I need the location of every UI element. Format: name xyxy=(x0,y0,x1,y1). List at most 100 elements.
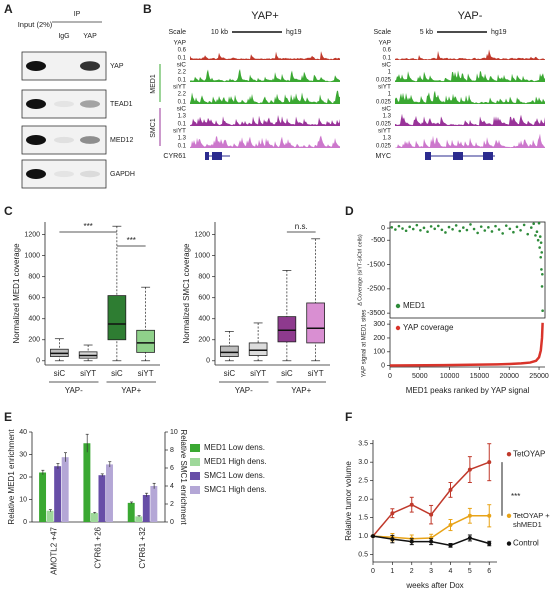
track-min: 0.1 xyxy=(383,56,392,62)
x-tick-label: 6 xyxy=(487,568,491,575)
scatter-point xyxy=(394,228,397,231)
y2-tick-label: 4 xyxy=(170,483,174,490)
blot-row-label: GAPDH xyxy=(110,171,135,178)
panel-letter: A xyxy=(4,2,13,16)
legend-marker xyxy=(506,513,512,518)
scatter-point xyxy=(508,227,512,231)
category-label: siYT xyxy=(138,369,154,378)
track-min: 0.025 xyxy=(376,122,392,128)
panel-letter: E xyxy=(4,410,12,424)
track-min: 0.1 xyxy=(178,78,187,84)
x-tick-label: 0 xyxy=(388,373,392,380)
legend-marker xyxy=(395,303,401,309)
scatter-point xyxy=(487,226,490,229)
y-tick-label: 1.0 xyxy=(358,533,368,540)
panel-letter: C xyxy=(4,204,13,218)
point xyxy=(467,467,472,472)
scatter-point xyxy=(422,226,426,230)
scatter-point xyxy=(539,241,543,244)
scatter-point xyxy=(540,268,543,271)
track-name: YAP xyxy=(173,40,186,47)
y-tick-label: 30 xyxy=(19,451,27,458)
y-tick-label: 0.5 xyxy=(358,551,368,558)
bar xyxy=(39,472,47,522)
bar xyxy=(46,510,54,522)
category-label: siC xyxy=(111,369,123,378)
y-axis-label: Relative MED1 enrichment xyxy=(7,429,16,525)
x-tick-label: 20000 xyxy=(499,373,519,380)
legend-marker xyxy=(506,451,512,457)
bar xyxy=(61,457,69,522)
y-tick-label: 2.0 xyxy=(358,496,368,503)
y-tick-label: 200 xyxy=(28,337,40,344)
track-min: 0.1 xyxy=(178,144,187,150)
scatter-point xyxy=(458,229,462,233)
point xyxy=(409,502,414,507)
y2-tick-label: 2 xyxy=(170,501,174,508)
x-tick-label: 3 xyxy=(429,568,433,575)
scatter-point xyxy=(490,230,494,233)
blot-band xyxy=(26,99,46,109)
point xyxy=(467,513,472,518)
scatter-point xyxy=(411,227,415,231)
bar xyxy=(54,466,62,522)
legend-swatch xyxy=(190,444,200,452)
track-max: 1 xyxy=(388,70,392,76)
scale-size: 5 kb xyxy=(420,29,433,36)
x-tick-label: 4 xyxy=(449,568,453,575)
point xyxy=(487,460,492,465)
x-tick-label: 5000 xyxy=(412,373,428,380)
track-name: YAP xyxy=(378,40,391,47)
line xyxy=(389,322,544,367)
legend-swatch xyxy=(190,486,200,494)
x-tick-label: 5 xyxy=(468,568,472,575)
bar xyxy=(150,486,158,522)
gene-name: MYC xyxy=(375,153,391,160)
y-tick-label: 1.5 xyxy=(358,514,368,521)
panel-letter: F xyxy=(345,410,352,424)
track-signal xyxy=(395,133,545,148)
y2-tick-label: 10 xyxy=(170,429,178,436)
category-label: CYR61 +32 xyxy=(138,526,147,568)
track-min: 0.025 xyxy=(376,144,392,150)
x-tick-label: 0 xyxy=(371,568,375,575)
x-tick-label: 10000 xyxy=(440,373,460,380)
blot-band xyxy=(26,61,46,71)
y-tick-label: 1000 xyxy=(24,252,40,259)
track-name: siYT xyxy=(378,84,391,91)
scatter-point xyxy=(419,228,422,232)
legend-label: Control xyxy=(513,539,539,548)
y-tick-label: 0 xyxy=(36,358,40,365)
legend-label: MED1 High dens. xyxy=(204,457,267,466)
plot-frame xyxy=(389,221,546,319)
scatter-point xyxy=(451,227,454,231)
track-max: 1.3 xyxy=(383,114,392,120)
ip-label: IP xyxy=(74,11,81,18)
scale-label: Scale xyxy=(168,29,186,36)
legend-label-box: TetOYAP + shMED1 xyxy=(513,511,550,529)
point xyxy=(487,541,492,546)
point xyxy=(429,539,434,544)
group-label: YAP- xyxy=(235,386,253,395)
scatter-point xyxy=(476,231,479,235)
bar xyxy=(127,502,135,522)
scatter-point xyxy=(390,226,394,229)
track-name: siC xyxy=(382,62,392,69)
y-tick-label: -1500 xyxy=(367,261,385,268)
scatter-point xyxy=(436,224,440,228)
category-label: siYT xyxy=(308,369,324,378)
group-label: YAP+ xyxy=(291,386,311,395)
track-signal xyxy=(190,51,340,60)
track-signal xyxy=(395,90,545,104)
significance-label: *** xyxy=(127,236,136,245)
y-tick-label: 200 xyxy=(373,335,385,342)
y-tick-label: 800 xyxy=(198,274,210,281)
y-tick-label: 0 xyxy=(381,225,385,232)
blot-band xyxy=(80,100,100,108)
x-axis-label: weeks after Dox xyxy=(405,581,463,590)
category-label: siYT xyxy=(80,369,96,378)
bar xyxy=(90,513,98,522)
gene-exon xyxy=(212,152,222,160)
y-tick-label: 1000 xyxy=(194,252,210,259)
track-min: 0.025 xyxy=(376,100,392,106)
